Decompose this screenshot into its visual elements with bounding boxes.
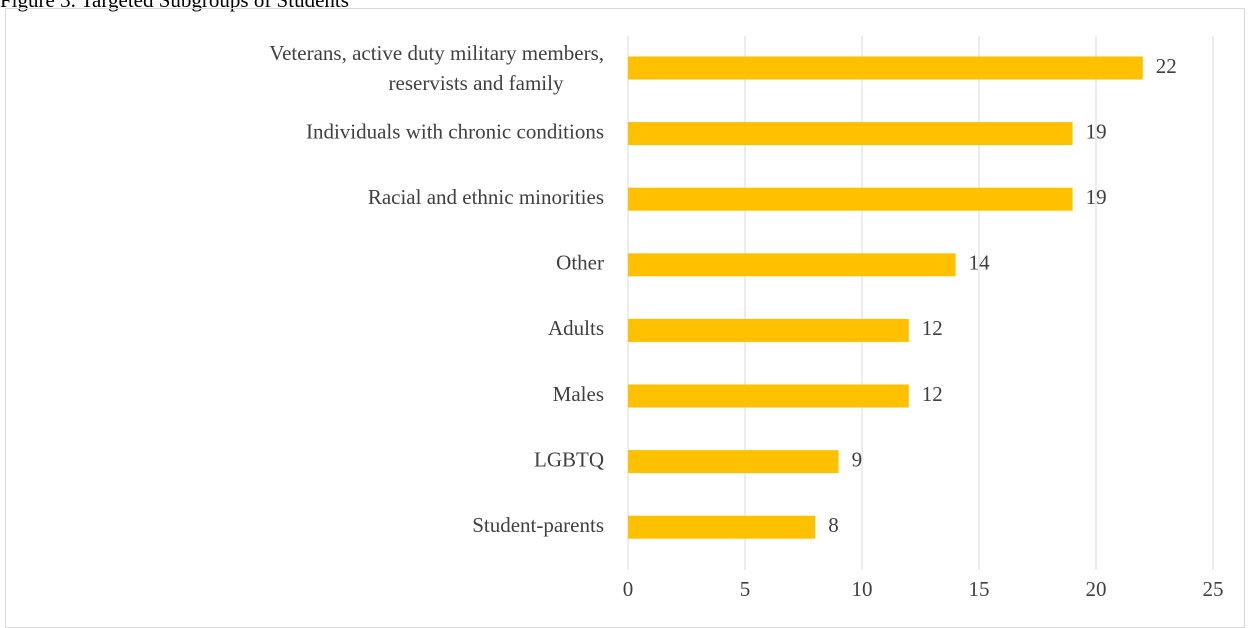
data-label-0: 22 xyxy=(1156,54,1177,78)
category-label-5: Males xyxy=(553,382,604,406)
data-label-4: 12 xyxy=(922,316,943,340)
data-label-6: 9 xyxy=(852,447,863,471)
bar-5 xyxy=(628,384,909,408)
bar-1 xyxy=(628,122,1073,146)
category-label-3: Other xyxy=(556,251,604,275)
bar-0 xyxy=(628,56,1143,80)
x-tick-label-15: 15 xyxy=(969,577,990,601)
category-label-4: Adults xyxy=(548,316,604,340)
bar-chart: 0 5 10 15 20 25 22 Veterans, active duty milita… xyxy=(269,36,1224,601)
data-label-1: 19 xyxy=(1086,119,1107,143)
category-label-2: Racial and ethnic minorities xyxy=(368,185,604,209)
category-label-7: Student-parents xyxy=(472,513,604,537)
bar-2 xyxy=(628,187,1073,211)
x-tick-label-20: 20 xyxy=(1086,577,1107,601)
data-label-2: 19 xyxy=(1086,185,1107,209)
gridlines xyxy=(627,36,1214,570)
x-tick-label-10: 10 xyxy=(852,577,873,601)
bar-7 xyxy=(628,515,816,539)
bar-4 xyxy=(628,318,909,342)
bar-3 xyxy=(628,253,956,277)
category-label-0: Veterans, active duty military members, r… xyxy=(269,41,604,95)
x-tick-label-25: 25 xyxy=(1203,577,1224,601)
data-label-3: 14 xyxy=(969,251,991,275)
category-label-6: LGBTQ xyxy=(534,447,604,471)
x-tick-label-0: 0 xyxy=(623,577,634,601)
bars xyxy=(628,56,1143,539)
data-label-7: 8 xyxy=(828,513,839,537)
x-tick-label-5: 5 xyxy=(740,577,751,601)
bar-6 xyxy=(628,450,839,474)
figure-caption: Figure 3. Targeted Subgroups of Students xyxy=(0,0,349,12)
data-label-5: 12 xyxy=(922,382,943,406)
labels: 0 5 10 15 20 25 22 Veterans, active duty milita… xyxy=(269,41,1223,601)
category-label-1: Individuals with chronic conditions xyxy=(306,119,604,143)
